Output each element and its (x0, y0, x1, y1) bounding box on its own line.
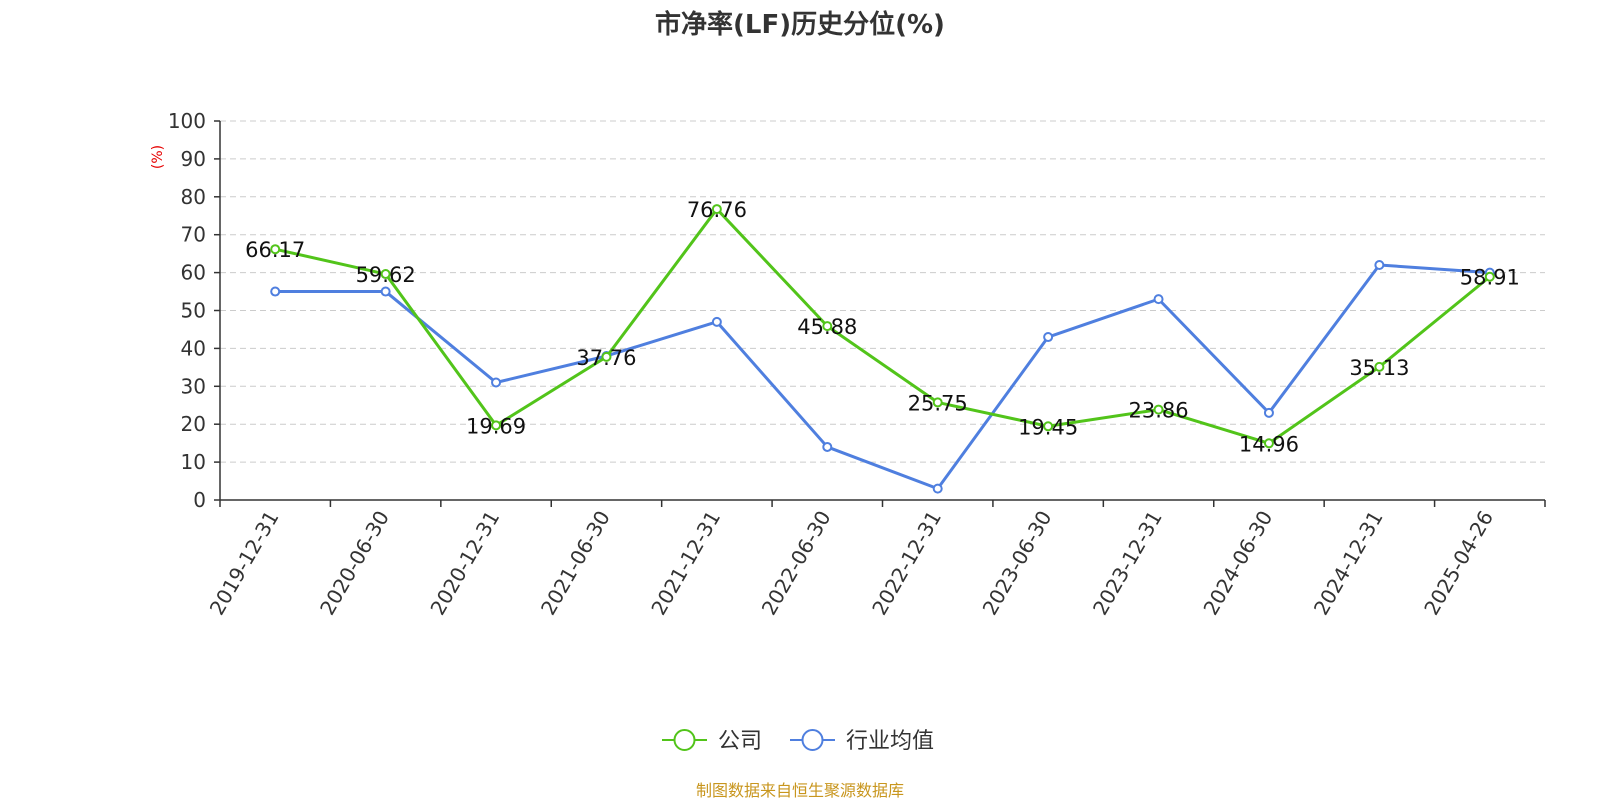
chart-title: 市净率(LF)历史分位(%) (655, 9, 945, 40)
legend-industry-marker (801, 729, 824, 751)
y-axis-label: (%) (150, 145, 166, 169)
data-source-note: 制图数据来自恒生聚源数据库 (696, 781, 904, 800)
x-tick-label: 2022-06-30 (757, 507, 836, 620)
data-label: 45.88 (797, 315, 857, 339)
data-label: 37.76 (576, 346, 636, 370)
company-point[interactable] (711, 204, 722, 215)
company-point[interactable] (1374, 361, 1385, 372)
y-tick-label: 90 (181, 147, 206, 171)
grid-lines (220, 120, 1545, 463)
y-tick-label: 40 (181, 336, 206, 360)
company-point[interactable] (601, 351, 612, 362)
x-tick-label: 2019-12-31 (205, 507, 284, 620)
legend-industry-label: 行业均值 (846, 729, 934, 754)
data-label: 25.75 (908, 391, 968, 415)
data-label: 58.91 (1460, 266, 1520, 290)
industry-point[interactable] (1153, 294, 1164, 305)
data-labels: 66.17 59.62 19.69 37.76 76.76 45.88 25.75 19.45… (245, 198, 1520, 456)
data-label: 14.96 (1239, 432, 1299, 456)
company-line (274, 207, 1491, 445)
industry-point[interactable] (270, 286, 281, 297)
company-point[interactable] (932, 397, 943, 408)
data-label: 35.13 (1349, 356, 1409, 380)
y-tick-label: 50 (181, 299, 206, 323)
data-label: 59.62 (356, 263, 416, 287)
x-tick-label: 2024-12-31 (1309, 507, 1388, 620)
company-point[interactable] (380, 269, 391, 280)
company-point[interactable] (1484, 271, 1495, 282)
x-tick-label: 2022-12-31 (867, 506, 946, 619)
x-axis-ticks: 2019-12-31 2020-06-30 2020-12-31 2021-06-30… (205, 500, 1546, 620)
company-point[interactable] (1153, 404, 1164, 415)
y-tick-label: 60 (181, 261, 206, 285)
industry-point[interactable] (822, 441, 833, 452)
company-point[interactable] (270, 244, 281, 255)
industry-point[interactable] (711, 316, 722, 327)
y-tick-label: 70 (181, 223, 206, 247)
industry-point[interactable] (1374, 260, 1385, 271)
industry-line (275, 263, 1490, 491)
data-label: 66.17 (245, 238, 305, 262)
company-point[interactable] (822, 321, 833, 332)
x-tick-label: 2023-06-30 (978, 507, 1057, 620)
x-tick-label: 2024-06-30 (1198, 507, 1277, 620)
industry-point[interactable] (491, 377, 502, 388)
y-tick-label: 100 (168, 109, 206, 133)
y-tick-label: 0 (193, 488, 206, 512)
series-industry (270, 260, 1495, 494)
legend-company-marker (673, 729, 696, 751)
legend-item-company[interactable]: 公司 (662, 729, 762, 754)
company-point[interactable] (1043, 421, 1054, 432)
y-tick-label: 20 (181, 412, 206, 436)
data-label: 76.76 (687, 198, 747, 222)
y-tick-label: 80 (181, 185, 206, 209)
company-point[interactable] (491, 420, 502, 431)
industry-point[interactable] (380, 286, 391, 297)
series-company (270, 204, 1495, 449)
data-label: 23.86 (1128, 399, 1188, 423)
legend-item-industry[interactable]: 行业均值 (790, 729, 934, 754)
data-label: 19.45 (1018, 415, 1078, 439)
x-tick-label: 2021-12-31 (646, 507, 725, 620)
y-tick-label: 10 (181, 450, 206, 474)
x-tick-label: 2020-12-31 (425, 506, 504, 619)
x-tick-label: 2025-04-26 (1419, 507, 1498, 620)
data-label: 19.69 (466, 414, 526, 438)
series-layer (270, 204, 1495, 494)
legend[interactable]: 公司 行业均值 (662, 729, 934, 754)
industry-point[interactable] (1263, 407, 1274, 418)
y-tick-label: 30 (181, 374, 206, 398)
y-axis-ticks: 0 10 20 30 40 50 60 70 80 90 100 (168, 109, 220, 512)
x-tick-label: 2023-12-31 (1088, 507, 1167, 620)
company-point[interactable] (1263, 438, 1274, 449)
x-tick-label: 2021-06-30 (536, 507, 615, 620)
x-tick-label: 2020-06-30 (315, 507, 394, 620)
legend-company-label: 公司 (718, 729, 762, 754)
industry-point[interactable] (1043, 332, 1054, 343)
industry-point[interactable] (932, 483, 943, 494)
